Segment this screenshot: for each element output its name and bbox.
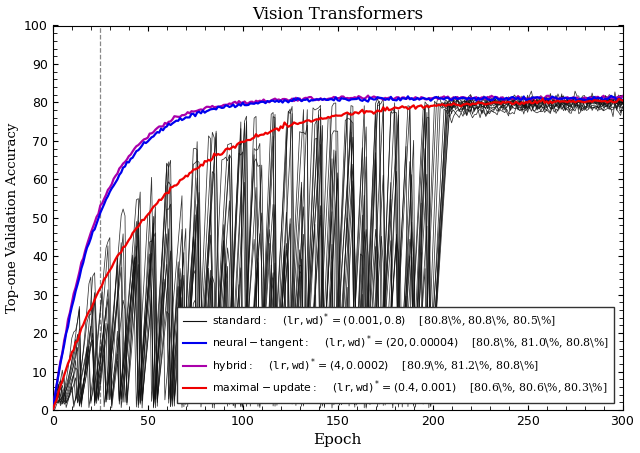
Y-axis label: Top-one Validation Accuracy: Top-one Validation Accuracy [6, 123, 19, 313]
X-axis label: Epoch: Epoch [314, 434, 362, 448]
Title: Vision Transformers: Vision Transformers [252, 5, 423, 23]
Legend: $\mathrm{standard:}$    $(\mathtt{lr}, \mathtt{wd})^* = (0.001, 0.8)$    [80.8\%: $\mathrm{standard:}$ $(\mathtt{lr}, \mat… [177, 307, 614, 403]
